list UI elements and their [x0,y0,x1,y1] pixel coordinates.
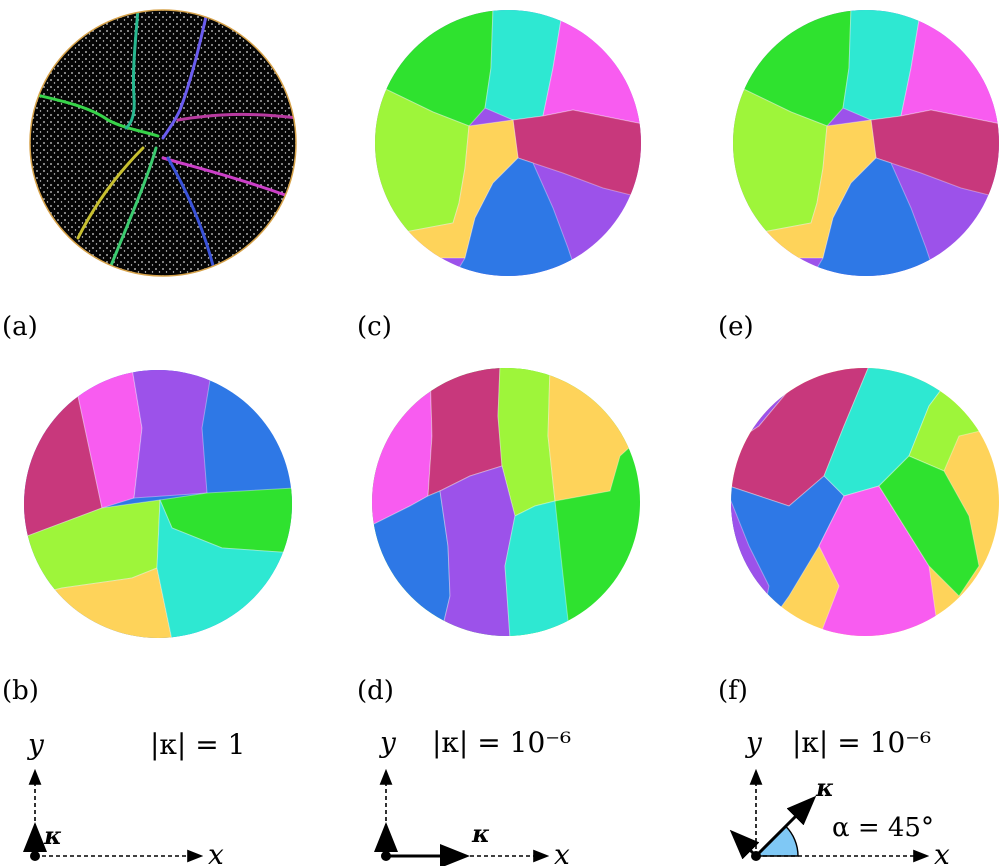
label-a: (a) [2,312,38,342]
label-c: (c) [357,312,392,342]
panel-f-partition [731,368,999,636]
axes-diagram-2: y |κ| = 10⁻⁶ κ x [374,726,571,866]
kappa-magnitude: |κ| = 1 [150,728,245,761]
crack-green-lower [104,146,158,276]
crack-teal-top [124,10,140,130]
panel-a-mesh [29,9,297,277]
y-axis-label: y [26,728,45,761]
region-crimson [512,109,641,199]
label-d: (d) [357,676,394,706]
perpendicular-vector [729,829,760,860]
panel-d-partition [372,368,640,636]
crack-purple-top [161,10,210,140]
panel-c-partition [375,10,641,276]
axes-diagram-3: y |κ| = 10⁻⁶ κ α = 45° x [729,726,950,866]
kappa-label: κ [43,821,62,850]
kappa-label: κ [815,773,834,802]
kappa-vector [754,795,817,858]
y-axis-label: y [744,726,763,759]
kappa-magnitude: |κ| = 10⁻⁶ [792,726,931,759]
crack-yellow [76,146,145,240]
x-axis-label: x [554,838,570,866]
crack-magenta-right [176,112,296,122]
crack-blue [166,156,218,276]
x-axis-label: x [934,838,950,866]
panel-b-partition [24,370,292,638]
kappa-magnitude: |κ| = 10⁻⁶ [432,726,571,759]
x-axis-label: x [208,838,224,866]
label-f: (f) [718,676,748,706]
kappa-label: κ [471,819,490,848]
y-axis-label: y [378,726,397,759]
angle-label: α = 45° [832,813,934,843]
region-blue [452,157,579,276]
label-b: (b) [2,676,39,706]
axes-diagram-1: y |κ| = 1 κ x [23,728,245,866]
crack-magenta-lower [161,156,290,198]
panel-e-partition [733,10,999,276]
crack-green-left [30,91,160,138]
label-e: (e) [718,312,754,342]
